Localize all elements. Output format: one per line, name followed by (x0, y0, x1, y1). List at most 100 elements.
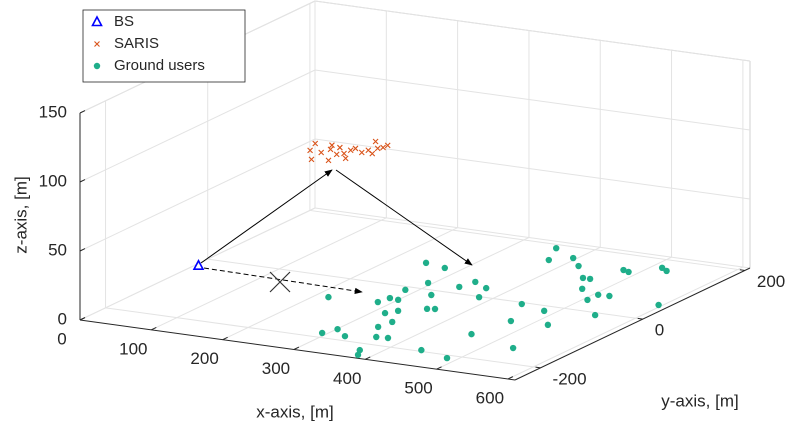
user-marker (579, 285, 586, 293)
user-marker (354, 351, 362, 359)
x-tick-label: 500 (404, 379, 432, 398)
z-tick-label: 50 (48, 240, 67, 259)
user-marker (402, 286, 409, 294)
user-marker (456, 283, 463, 291)
x-tick (151, 326, 157, 331)
saris-marker (307, 147, 313, 154)
x-tick-label: 0 (57, 329, 66, 348)
x-tick-label: 300 (262, 359, 290, 378)
user-marker (394, 307, 402, 315)
user-marker (579, 274, 587, 282)
x-axis-label: x-axis, [m] (256, 402, 333, 421)
user-marker (374, 323, 382, 331)
grid-line (314, 207, 751, 269)
user-marker (443, 354, 451, 362)
user-marker (518, 300, 525, 308)
y-tick-label: 0 (655, 321, 664, 340)
saris-marker (372, 138, 379, 145)
x-tick (293, 346, 300, 350)
saris-marker (384, 142, 391, 149)
z-tick (79, 248, 86, 252)
user-marker (373, 333, 380, 341)
user-marker (584, 296, 591, 304)
user-marker (325, 293, 332, 301)
z-tick-label: 150 (39, 102, 67, 121)
saris-marker (327, 146, 334, 153)
x-tick (436, 366, 442, 370)
x-tick-label: 400 (333, 369, 361, 388)
saris-marker (358, 149, 365, 156)
y-tick (535, 366, 541, 369)
grid-line (436, 256, 672, 370)
z-tick (79, 317, 86, 321)
user-marker (318, 329, 326, 337)
y-tick-label: -200 (553, 369, 587, 388)
saris-marker (347, 147, 354, 154)
saris-marker (352, 145, 359, 152)
user-marker (389, 318, 396, 326)
user-marker (625, 268, 632, 276)
grid-line (222, 227, 458, 341)
grid-line (507, 266, 744, 380)
annotations (200, 169, 473, 295)
user-marker (422, 259, 430, 267)
user-marker (374, 298, 382, 306)
y-tick (637, 317, 643, 320)
user-marker (586, 275, 594, 283)
user-marker (655, 301, 662, 309)
grid-line (207, 258, 643, 320)
grid-line (79, 138, 316, 252)
legend-box (82, 9, 246, 83)
saris-marker (374, 145, 381, 152)
user-marker (658, 264, 666, 272)
user-marker (569, 254, 577, 262)
saris-marker (369, 150, 376, 157)
user-marker (441, 264, 448, 272)
grid-line (314, 0, 751, 62)
z-tick-label: 0 (58, 309, 67, 328)
saris-marker (318, 149, 325, 156)
user-marker (509, 344, 517, 352)
user-marker (341, 332, 349, 340)
user-marker (507, 317, 515, 325)
user-marker (545, 256, 553, 264)
blocked-mark (269, 271, 291, 293)
user-marker (591, 311, 599, 319)
user-marker (384, 334, 392, 342)
x-tick-label: 100 (119, 339, 147, 358)
user-marker (482, 284, 490, 292)
saris-marker (94, 41, 100, 47)
saris-marker (329, 142, 335, 149)
user-marker (575, 262, 582, 270)
grid-line (314, 138, 751, 200)
saris-marker (336, 144, 343, 151)
z-tick-label: 100 (39, 171, 67, 190)
grid-line (151, 217, 387, 331)
user-marker (606, 292, 613, 300)
saris-marker (380, 144, 386, 151)
legend-label: BS (114, 13, 134, 30)
user-marker (423, 305, 431, 313)
z-tick (79, 179, 86, 183)
x-tick (222, 336, 228, 341)
x-tick (507, 376, 514, 380)
user-marker (418, 346, 425, 354)
user-marker (468, 330, 475, 338)
saris-marker (325, 157, 332, 164)
user-marker (553, 244, 560, 252)
dashed-arrow (203, 267, 363, 295)
saris-marker (342, 155, 349, 162)
grid-line (365, 246, 601, 360)
user-marker (424, 279, 432, 287)
user-marker (475, 293, 483, 301)
user-marker (386, 294, 394, 302)
grid-line (79, 69, 316, 183)
user-marker (594, 291, 602, 298)
user-marker (472, 278, 479, 286)
user-marker (663, 267, 670, 275)
bs-marker (192, 258, 205, 271)
y-tick (739, 269, 745, 271)
bs-marker (91, 15, 103, 27)
z-axis-label: z-axis, [m] (11, 176, 30, 253)
y-tick-label: 200 (757, 272, 785, 291)
